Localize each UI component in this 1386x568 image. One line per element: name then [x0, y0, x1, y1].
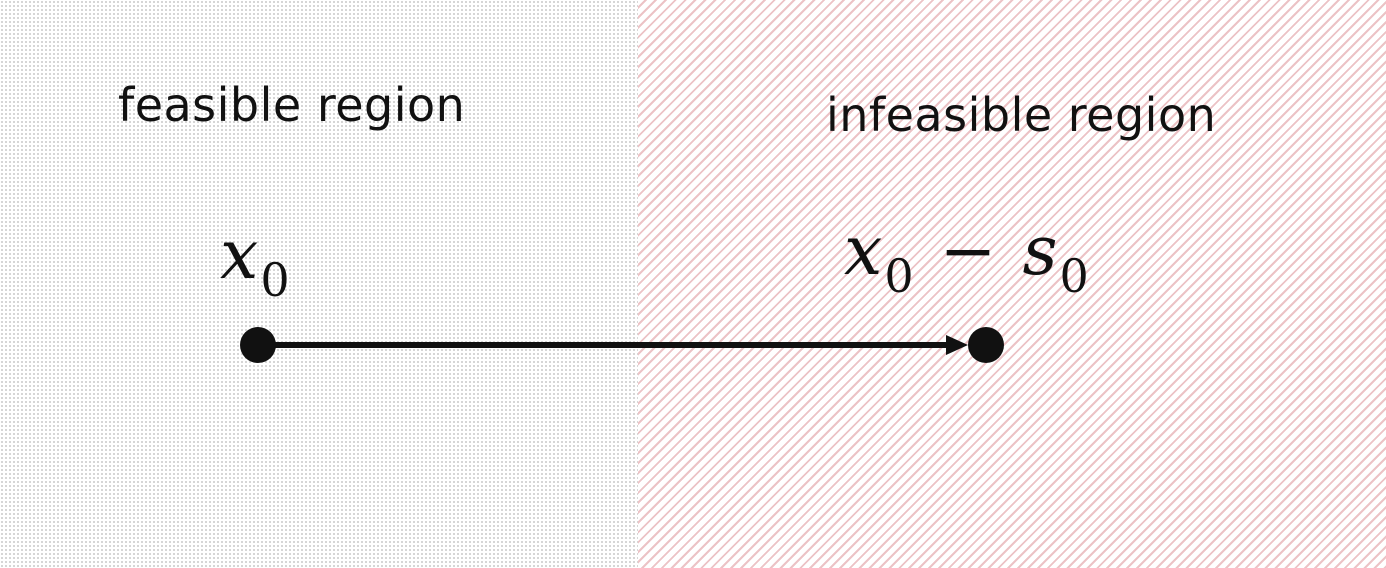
start-symbol: x	[220, 216, 259, 295]
end-symbol: x	[844, 212, 883, 291]
infeasible-region	[638, 0, 1386, 568]
step-subscript: 0	[1059, 249, 1089, 303]
end-subscript: 0	[884, 249, 914, 303]
start-point-label: x0	[220, 222, 290, 304]
minus-operator: −	[939, 212, 997, 291]
feasible-region-label: feasible region	[118, 78, 466, 132]
feasible-region	[0, 0, 638, 568]
step-symbol: s	[1022, 212, 1058, 291]
infeasible-region-label: infeasible region	[826, 88, 1217, 142]
end-point-dot	[968, 327, 1004, 363]
start-point-dot	[240, 327, 276, 363]
end-point-label: x0− s0	[844, 218, 1089, 300]
step-arrow-head	[946, 335, 968, 355]
start-subscript: 0	[260, 253, 290, 307]
